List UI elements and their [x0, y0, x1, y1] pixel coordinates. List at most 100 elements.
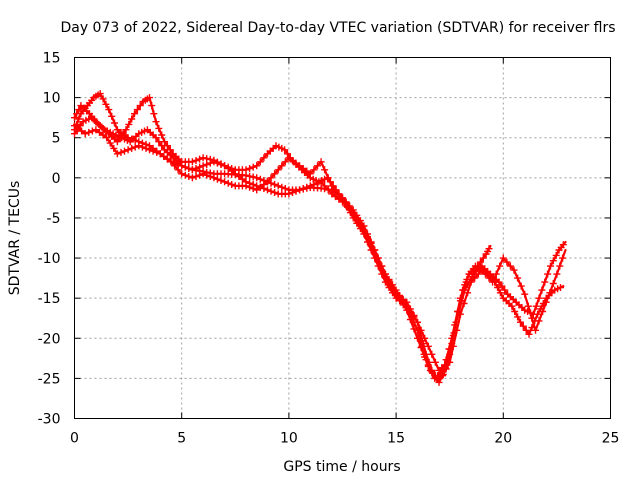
plus-marker: [256, 158, 264, 166]
x-tick-label: 5: [177, 431, 186, 447]
y-tick-label: -5: [47, 211, 61, 227]
plus-marker: [253, 174, 261, 182]
plus-marker: [153, 148, 161, 156]
plus-marker: [381, 278, 389, 286]
plus-marker: [389, 284, 396, 291]
x-tick-label: 20: [494, 431, 512, 447]
plus-marker: [217, 161, 225, 168]
y-tick-label: -20: [38, 331, 61, 347]
plus-marker: [511, 308, 519, 315]
x-tick-label: 15: [387, 431, 405, 447]
plus-marker: [478, 266, 486, 274]
y-tick-label: 15: [43, 51, 61, 67]
plus-marker: [249, 173, 257, 181]
plus-marker: [199, 154, 207, 162]
plus-marker: [267, 187, 275, 195]
x-tick-label: 0: [70, 431, 79, 447]
plus-marker: [228, 165, 236, 172]
plus-marker: [356, 221, 364, 229]
plus-marker: [449, 342, 457, 350]
plus-marker: [267, 174, 275, 182]
plus-marker: [281, 158, 289, 166]
plus-marker: [364, 233, 371, 241]
plus-marker: [476, 258, 484, 266]
plus-marker: [424, 362, 432, 370]
plus-marker: [539, 308, 547, 315]
plus-marker: [467, 278, 475, 286]
plus-marker: [547, 262, 554, 270]
plus-marker: [122, 126, 130, 134]
plus-marker: [96, 128, 103, 136]
plus-marker: [210, 158, 218, 166]
plus-marker: [138, 143, 146, 151]
plus-marker: [210, 174, 218, 182]
plus-marker: [271, 189, 279, 196]
plus-marker: [192, 165, 200, 172]
plus-marker: [321, 182, 329, 190]
plus-marker: [199, 162, 207, 170]
plus-marker: [158, 142, 166, 150]
plus-marker: [417, 326, 425, 334]
plus-marker: [249, 163, 257, 171]
plus-marker: [494, 284, 502, 291]
plus-marker: [424, 342, 432, 350]
plus-marker: [349, 210, 357, 218]
plus-marker: [410, 325, 418, 333]
plus-marker: [299, 165, 307, 172]
plus-marker: [517, 318, 524, 326]
plus-marker: [71, 130, 78, 138]
plus-marker: [503, 258, 511, 266]
chart-title: Day 073 of 2022, Sidereal Day-to-day VTE…: [60, 20, 615, 36]
y-tick-label: 10: [43, 91, 61, 107]
plus-marker: [221, 178, 229, 186]
plus-marker: [544, 270, 552, 278]
y-tick-label: -25: [38, 371, 61, 387]
plus-marker: [99, 95, 107, 103]
plus-marker: [417, 344, 425, 352]
plus-marker: [103, 134, 111, 142]
plus-marker: [328, 182, 336, 190]
plus-marker: [206, 173, 214, 180]
plus-marker: [306, 170, 314, 178]
plus-marker: [331, 186, 339, 194]
plus-marker: [113, 150, 121, 158]
plus-marker: [508, 302, 516, 310]
plus-marker: [217, 177, 225, 184]
plus-marker: [378, 262, 386, 270]
plus-marker: [152, 118, 160, 126]
plus-marker: [542, 298, 550, 306]
plus-marker: [528, 314, 536, 322]
plus-marker: [532, 326, 539, 334]
plus-marker: [274, 166, 282, 174]
x-tick-label: 10: [280, 431, 298, 447]
plus-marker: [242, 182, 250, 190]
plus-marker: [271, 181, 279, 188]
plus-marker: [353, 215, 361, 223]
plus-marker: [559, 254, 567, 262]
plus-marker: [246, 172, 254, 180]
plus-marker: [496, 289, 504, 297]
plus-marker: [428, 350, 436, 358]
plus-marker: [150, 110, 158, 118]
plus-marker: [289, 189, 296, 196]
plus-marker: [314, 162, 321, 170]
plus-marker: [196, 155, 204, 163]
plus-marker: [221, 162, 229, 170]
plus-marker: [167, 158, 175, 166]
plus-marker: [556, 262, 564, 270]
plus-marker: [421, 334, 429, 342]
plus-marker: [228, 181, 236, 188]
plus-marker: [317, 158, 325, 166]
plus-marker: [196, 171, 204, 179]
series-line: [73, 124, 567, 384]
plus-marker: [285, 190, 293, 198]
plus-marker: [431, 373, 439, 381]
plus-marker: [498, 282, 506, 290]
series-track-3: [71, 102, 567, 374]
plus-marker: [152, 134, 160, 142]
plus-marker: [499, 254, 507, 262]
plus-marker: [521, 290, 529, 298]
plus-marker: [260, 181, 268, 188]
plus-marker: [324, 174, 332, 182]
plus-marker: [71, 114, 78, 122]
